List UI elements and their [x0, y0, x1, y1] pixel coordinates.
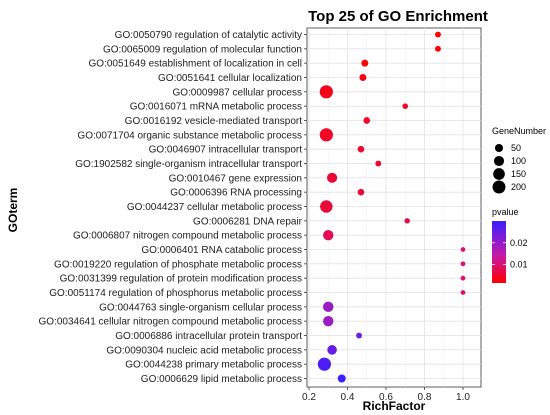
pvalue-colorbar [492, 221, 506, 283]
data-point [337, 374, 346, 383]
data-point [317, 357, 331, 371]
data-point [320, 200, 333, 213]
y-tick-labels: GO:0050790 regulation of catalytic activ… [39, 30, 303, 385]
data-point [460, 290, 466, 295]
size-legend-dot [493, 168, 505, 180]
x-tick-labels: 0.2 0.4 0.6 0.8 1.0 [302, 392, 470, 403]
chart-title: Top 25 of GO Enrichment [308, 8, 488, 25]
y-axis-title: GOterm [6, 188, 20, 233]
x-tick-label: 0.4 [341, 392, 355, 403]
data-point [435, 31, 441, 38]
y-tick-label: GO:0010467 gene expression [169, 173, 302, 184]
y-tick-label: GO:0016071 mRNA metabolic process [130, 102, 302, 113]
data-point [323, 229, 334, 241]
plot-panel [304, 27, 482, 390]
size-legend-dot [492, 180, 506, 194]
data-point [359, 74, 367, 81]
size-legend-label: 200 [511, 182, 526, 192]
y-tick-label: GO:0044237 cellular metabolic process [127, 202, 302, 213]
size-legend-dot [494, 143, 504, 153]
y-tick-label: GO:0034641 cellular nitrogen compound me… [39, 317, 303, 328]
y-tick-label: GO:1902582 single-organism intracellular… [75, 159, 302, 170]
data-point [327, 345, 337, 355]
data-point [435, 45, 441, 52]
x-tick-label: 1.0 [456, 392, 470, 403]
y-tick-label: GO:0090304 nucleic acid metabolic proces… [106, 345, 302, 356]
color-legend: 0.02 0.01 [492, 238, 528, 270]
y-tick-label: GO:0006629 lipid metabolic process [141, 374, 302, 385]
data-point [363, 117, 371, 124]
data-point [460, 247, 466, 252]
y-tick-label: GO:0019220 regulation of phosphate metab… [54, 259, 302, 270]
y-tick-label: GO:0071704 organic substance metabolic p… [77, 130, 302, 141]
color-legend-label: 0.02 [510, 238, 528, 248]
y-tick-label: GO:0006401 RNA catabolic process [141, 245, 302, 256]
y-tick-label: GO:0044238 primary metabolic process [125, 360, 302, 371]
x-tick-label: 0.6 [379, 392, 393, 403]
size-legend-label: 50 [511, 143, 521, 153]
y-tick-label: GO:0009987 cellular process [172, 87, 302, 98]
size-legend-label: 150 [511, 169, 526, 179]
data-point [356, 332, 362, 339]
data-point [460, 261, 466, 267]
y-tick-label: GO:0006886 intracellular protein transpo… [115, 331, 302, 342]
y-tick-label: GO:0016192 vesicle-mediated transport [125, 116, 303, 127]
y-tick-label: GO:0046907 intracellular transport [149, 145, 303, 156]
size-legend-dot [493, 155, 505, 167]
data-point [327, 172, 338, 183]
y-tick-label: GO:0044763 single-organism cellular proc… [99, 302, 302, 313]
data-point [375, 160, 382, 167]
color-legend-label: 0.01 [510, 260, 528, 270]
color-legend-title: pvalue [492, 207, 519, 217]
data-point [361, 59, 369, 67]
y-tick-label: GO:0006396 RNA processing [170, 188, 302, 199]
y-tick-label: GO:0050790 regulation of catalytic activ… [115, 30, 302, 41]
y-tick-label: GO:0031399 regulation of protein modific… [60, 274, 302, 285]
data-point [323, 315, 334, 327]
data-point [404, 218, 410, 224]
y-tick-label: GO:0065009 regulation of molecular funct… [103, 44, 302, 55]
y-tick-label: GO:0051641 cellular localization [158, 73, 302, 84]
y-tick-label: GO:0051174 regulation of phosphorus meta… [49, 288, 302, 299]
x-tick-label: 0.8 [418, 392, 432, 403]
y-tick-label: GO:0006807 nitrogen compound metabolic p… [73, 231, 302, 242]
data-point [319, 128, 333, 142]
data-point [402, 103, 409, 109]
data-point [357, 145, 365, 153]
data-point [357, 188, 365, 196]
data-point [323, 301, 334, 313]
x-tick-label: 0.2 [302, 392, 316, 403]
legend: GeneNumber 50 100 150 200 pvalue 0.02 0.01 [492, 126, 546, 283]
y-tick-label: GO:0006281 DNA repair [193, 216, 303, 227]
size-legend-label: 100 [511, 156, 526, 166]
data-point [460, 275, 466, 281]
x-axis-title: RichFactor [363, 399, 426, 413]
y-tick-label: GO:0051649 establishment of localization… [89, 59, 302, 70]
data-point [319, 85, 333, 99]
panel-border [306, 27, 482, 388]
size-legend: 50 100 150 200 [492, 143, 526, 194]
size-legend-title: GeneNumber [492, 126, 546, 136]
